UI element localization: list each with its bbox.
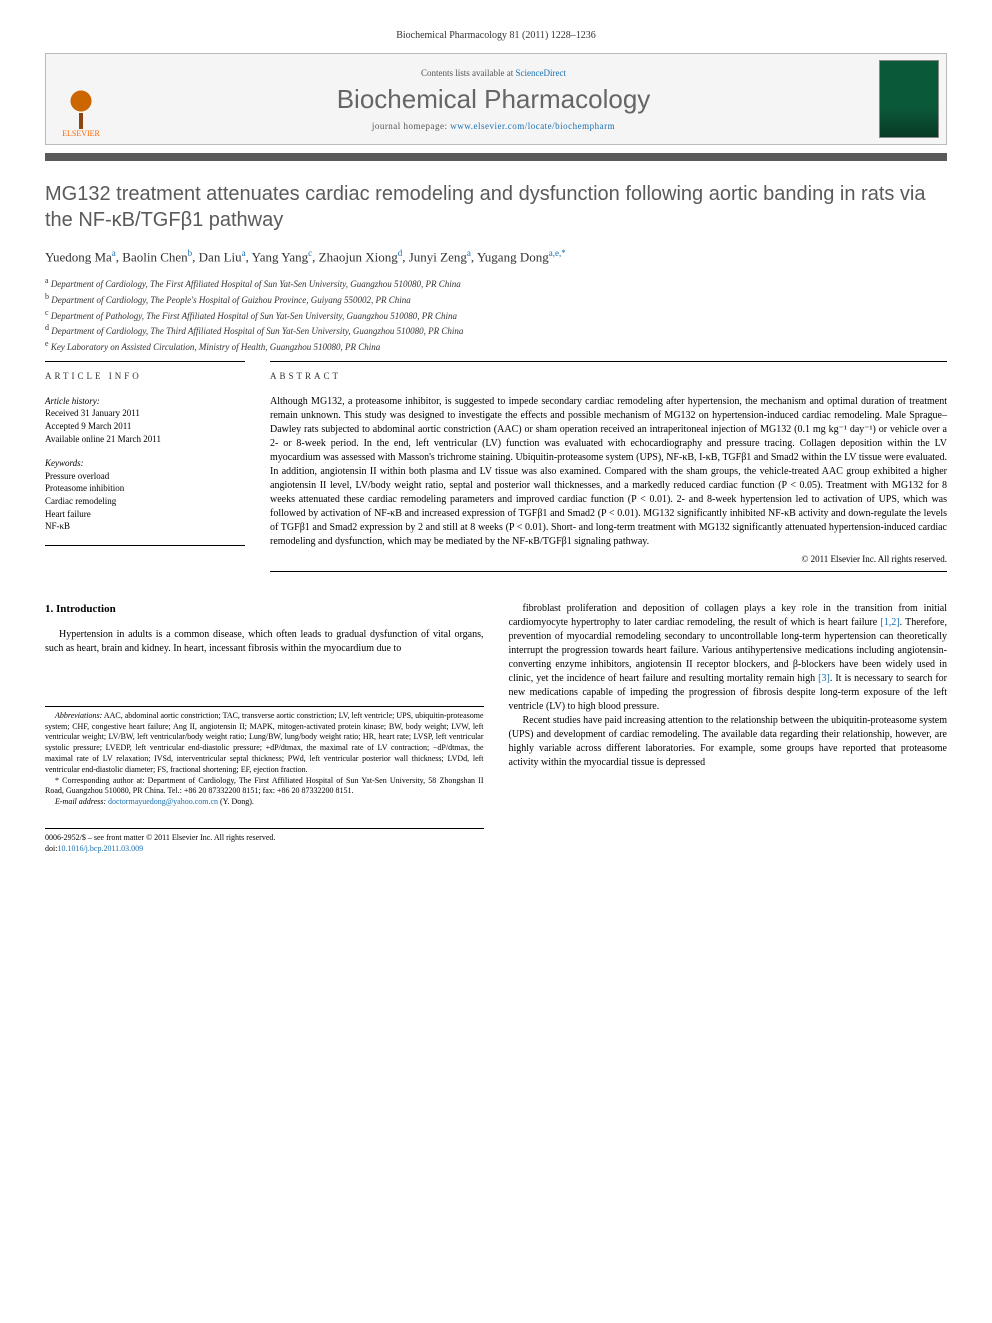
affiliation-line: e Key Laboratory on Assisted Circulation… [45, 338, 947, 354]
keywords-list: Pressure overloadProteasome inhibitionCa… [45, 470, 245, 533]
keyword-item: Pressure overload [45, 470, 245, 483]
intro-heading: 1. Introduction [45, 602, 484, 617]
received-date: Received 31 January 2011 [45, 407, 245, 420]
doi-prefix: doi: [45, 844, 57, 853]
affiliations: a Department of Cardiology, The First Af… [45, 275, 947, 353]
keyword-item: Cardiac remodeling [45, 495, 245, 508]
banner-center: Contents lists available at ScienceDirec… [116, 54, 871, 144]
accepted-date: Accepted 9 March 2011 [45, 420, 245, 433]
article-info-heading: ARTICLE INFO [45, 370, 245, 383]
doi-line: doi:10.1016/j.bcp.2011.03.009 [45, 844, 484, 855]
email-suffix: (Y. Dong). [218, 797, 254, 806]
affiliation-line: c Department of Pathology, The First Aff… [45, 307, 947, 323]
history-label: Article history: [45, 395, 245, 408]
keyword-item: Heart failure [45, 508, 245, 521]
email-label: E-mail address: [55, 797, 108, 806]
authors-list: Yuedong Maa, Baolin Chenb, Dan Liua, Yan… [45, 248, 947, 265]
email-note: E-mail address: doctormayuedong@yahoo.co… [45, 797, 484, 808]
contents-line: Contents lists available at ScienceDirec… [421, 68, 566, 78]
ref-3-link[interactable]: [3] [818, 673, 830, 684]
keyword-item: NF-κB [45, 520, 245, 533]
abstract: ABSTRACT Although MG132, a proteasome in… [270, 361, 947, 572]
abstract-bottom-line [270, 571, 947, 572]
left-column: 1. Introduction Hypertension in adults i… [45, 602, 484, 854]
journal-homepage-link[interactable]: www.elsevier.com/locate/biochempharm [450, 121, 615, 131]
cover-thumbnail-area [871, 54, 946, 144]
article-title: MG132 treatment attenuates cardiac remod… [45, 181, 947, 233]
abbrev-label: Abbreviations: [55, 711, 102, 720]
journal-banner: ELSEVIER Contents lists available at Sci… [45, 53, 947, 145]
article-history: Article history: Received 31 January 201… [45, 395, 245, 445]
footnotes: Abbreviations: AAC, abdominal aortic con… [45, 706, 484, 808]
right-column: fibroblast proliferation and deposition … [509, 602, 948, 854]
doi-link[interactable]: 10.1016/j.bcp.2011.03.009 [57, 844, 143, 853]
corr-label: * Corresponding author at: [55, 776, 144, 785]
intro-p2: fibroblast proliferation and deposition … [509, 602, 948, 714]
abstract-copyright: © 2011 Elsevier Inc. All rights reserved… [270, 553, 947, 566]
affiliation-line: b Department of Cardiology, The People's… [45, 291, 947, 307]
abbrev-text: AAC, abdominal aortic constriction; TAC,… [45, 711, 484, 774]
header-citation: Biochemical Pharmacology 81 (2011) 1228–… [45, 30, 947, 41]
info-bottom-line [45, 545, 245, 546]
keywords-label: Keywords: [45, 457, 245, 470]
banner-divider [45, 153, 947, 161]
affiliation-line: a Department of Cardiology, The First Af… [45, 275, 947, 291]
publisher-name: ELSEVIER [62, 129, 100, 138]
abstract-text: Although MG132, a proteasome inhibitor, … [270, 395, 947, 549]
journal-name: Biochemical Pharmacology [337, 84, 651, 115]
ref-1-2-link[interactable]: [1,2] [880, 617, 899, 628]
keywords-block: Keywords: Pressure overloadProteasome in… [45, 457, 245, 533]
info-abstract-row: ARTICLE INFO Article history: Received 3… [45, 361, 947, 572]
front-matter-footer: 0006-2952/$ – see front matter © 2011 El… [45, 828, 484, 855]
elsevier-logo: ELSEVIER [61, 89, 101, 138]
intro-p1: Hypertension in adults is a common disea… [45, 628, 484, 656]
journal-cover-thumbnail [879, 60, 939, 138]
elsevier-tree-icon [61, 89, 101, 129]
corresponding-author-note: * Corresponding author at: Department of… [45, 776, 484, 798]
article-info: ARTICLE INFO Article history: Received 3… [45, 361, 245, 572]
abbreviations-note: Abbreviations: AAC, abdominal aortic con… [45, 711, 484, 776]
body-columns: 1. Introduction Hypertension in adults i… [45, 602, 947, 854]
front-matter-line: 0006-2952/$ – see front matter © 2011 El… [45, 833, 484, 844]
corresponding-email-link[interactable]: doctormayuedong@yahoo.com.cn [108, 797, 218, 806]
homepage-line: journal homepage: www.elsevier.com/locat… [372, 121, 615, 131]
intro-p3: Recent studies have paid increasing atte… [509, 714, 948, 770]
publisher-logo-area: ELSEVIER [46, 54, 116, 144]
online-date: Available online 21 March 2011 [45, 433, 245, 446]
keyword-item: Proteasome inhibition [45, 482, 245, 495]
affiliation-line: d Department of Cardiology, The Third Af… [45, 322, 947, 338]
homepage-prefix: journal homepage: [372, 121, 450, 131]
sciencedirect-link[interactable]: ScienceDirect [516, 68, 566, 78]
abstract-heading: ABSTRACT [270, 370, 947, 383]
contents-prefix: Contents lists available at [421, 68, 515, 78]
